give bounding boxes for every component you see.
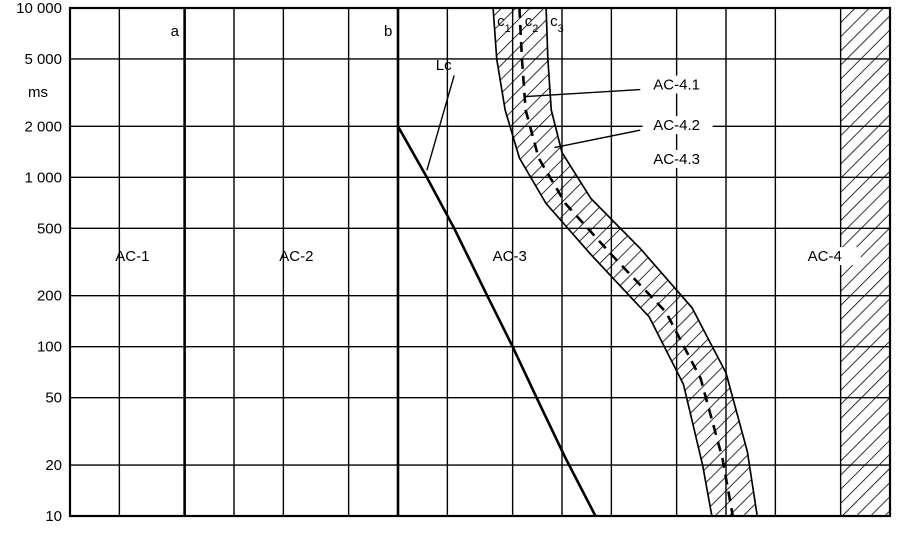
ytick-label: 20 bbox=[45, 457, 62, 474]
ytick-label: 5 000 bbox=[24, 51, 62, 68]
ytick-label: 200 bbox=[37, 288, 62, 305]
ytick-label: 500 bbox=[37, 220, 62, 237]
zone-label-AC-4.1: AC-4.1 bbox=[653, 77, 700, 94]
marker-b-label: b bbox=[384, 23, 392, 40]
zone-label-AC-4.2: AC-4.2 bbox=[653, 117, 700, 134]
marker-a-label: a bbox=[171, 23, 180, 40]
leader-Lc bbox=[427, 75, 454, 170]
hatched-band bbox=[493, 8, 757, 516]
ytick-label: 100 bbox=[37, 339, 62, 356]
leader-AC-4.2 bbox=[554, 130, 640, 147]
ytick-label: 2 000 bbox=[24, 118, 62, 135]
chart-svg: 10 000 5 000 2 000 1 000 500 200 100 50 20 10 ms a b… bbox=[0, 0, 904, 533]
y-unit-label: ms bbox=[28, 84, 48, 101]
chart-container: 10 000 5 000 2 000 1 000 500 200 100 50 20 10 ms a b… bbox=[0, 0, 904, 533]
ytick-label: 50 bbox=[45, 390, 62, 407]
ytick-label: 1 000 bbox=[24, 169, 62, 186]
zone-label-AC-1: AC-1 bbox=[115, 248, 149, 265]
zone-label-AC-2: AC-2 bbox=[279, 248, 313, 265]
ytick-label: 10 bbox=[45, 508, 62, 525]
plot-frame bbox=[70, 8, 890, 516]
ytick-label: 10 000 bbox=[16, 0, 62, 17]
curve-label-Lc: Lc bbox=[436, 57, 452, 74]
zone-label-AC-4: AC-4 bbox=[808, 248, 842, 265]
zone-label-AC-3: AC-3 bbox=[493, 248, 527, 265]
zone-label-AC-4.3: AC-4.3 bbox=[653, 151, 700, 168]
